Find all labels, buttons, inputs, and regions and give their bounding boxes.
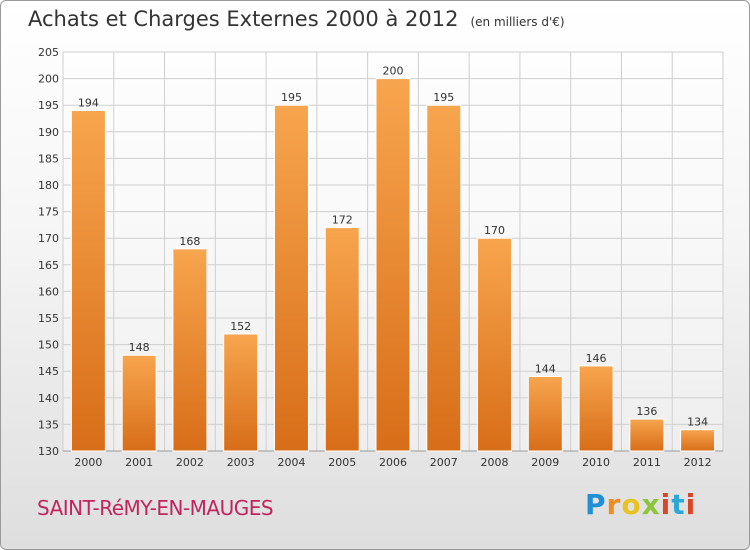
- y-tick-label: 205: [38, 46, 59, 59]
- proxiti-logo: Proxiti: [585, 488, 697, 521]
- subtitle-text: (en milliers d'€): [470, 15, 565, 29]
- data-label: 170: [484, 224, 505, 237]
- y-tick-label: 180: [38, 179, 59, 192]
- y-tick-label: 170: [38, 232, 59, 245]
- y-tick-label: 145: [38, 365, 59, 378]
- y-tick-label: 130: [38, 445, 59, 458]
- x-tick-label: 2004: [277, 456, 305, 469]
- data-label: 148: [129, 341, 150, 354]
- x-tick-label: 2002: [176, 456, 204, 469]
- x-tick-label: 2003: [227, 456, 255, 469]
- y-tick-label: 165: [38, 259, 59, 272]
- data-label: 146: [586, 352, 607, 365]
- data-label: 134: [687, 416, 708, 429]
- chart-title: Achats et Charges Externes 2000 à 2012 (e…: [28, 7, 565, 31]
- data-label: 172: [332, 214, 353, 227]
- y-tick-label: 185: [38, 152, 59, 165]
- bar: [223, 333, 259, 452]
- x-tick-label: 2005: [328, 456, 356, 469]
- bar: [426, 104, 462, 452]
- data-label: 152: [230, 320, 251, 333]
- bar: [273, 104, 309, 452]
- x-tick-label: 2008: [481, 456, 509, 469]
- x-tick-label: 2007: [430, 456, 458, 469]
- y-tick-label: 135: [38, 418, 59, 431]
- x-tick-label: 2001: [125, 456, 153, 469]
- bar: [477, 237, 513, 452]
- bar: [578, 365, 614, 452]
- data-label: 168: [179, 235, 200, 248]
- y-tick-label: 195: [38, 99, 59, 112]
- x-tick-label: 2012: [684, 456, 712, 469]
- title-text: Achats et Charges Externes 2000 à 2012: [28, 7, 459, 31]
- x-tick-label: 2009: [531, 456, 559, 469]
- y-tick-label: 140: [38, 392, 59, 405]
- data-label: 195: [433, 91, 454, 104]
- x-tick-label: 2006: [379, 456, 407, 469]
- bar: [172, 248, 208, 452]
- y-tick-label: 200: [38, 73, 59, 86]
- bar: [680, 429, 716, 452]
- bar: [324, 227, 360, 452]
- y-tick-label: 175: [38, 206, 59, 219]
- x-tick-label: 2011: [633, 456, 661, 469]
- place-name: SAINT-RéMY-EN-MAUGES: [37, 496, 274, 520]
- data-label: 194: [78, 97, 99, 110]
- y-tick-label: 160: [38, 285, 59, 298]
- data-label: 144: [535, 363, 556, 376]
- data-label: 200: [383, 65, 404, 78]
- bar: [527, 376, 563, 452]
- x-tick-label: 2000: [74, 456, 102, 469]
- bar: [70, 110, 106, 452]
- bar: [629, 418, 665, 452]
- bar: [121, 354, 157, 452]
- data-label: 195: [281, 91, 302, 104]
- data-label: 136: [636, 405, 657, 418]
- y-tick-label: 155: [38, 312, 59, 325]
- bar: [375, 78, 411, 452]
- y-tick-label: 150: [38, 339, 59, 352]
- x-tick-label: 2010: [582, 456, 610, 469]
- y-tick-label: 190: [38, 126, 59, 139]
